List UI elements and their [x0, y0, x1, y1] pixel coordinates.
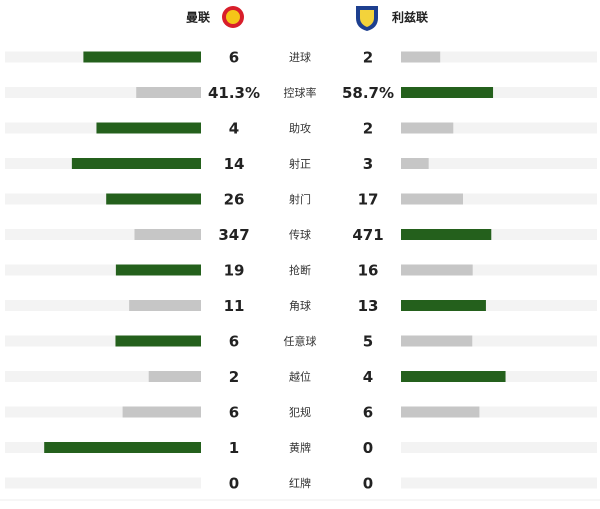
away-value: 0 — [363, 475, 373, 493]
home-logo — [222, 6, 244, 28]
away-bar — [401, 406, 480, 418]
away-value: 13 — [358, 297, 379, 315]
stat-name: 红牌 — [289, 476, 311, 490]
track — [401, 229, 597, 240]
away-value: 17 — [358, 191, 379, 209]
away-value: 471 — [352, 226, 383, 244]
away-value: 16 — [358, 262, 379, 280]
away-value: 3 — [363, 155, 373, 173]
home-value: 41.3% — [208, 84, 260, 102]
home-value: 19 — [224, 262, 245, 280]
track — [401, 87, 597, 98]
away-value: 2 — [363, 120, 373, 138]
home-bar — [148, 371, 201, 382]
stat-name: 犯规 — [289, 405, 311, 419]
track — [5, 229, 201, 240]
stat-name: 黄牌 — [289, 441, 311, 455]
track — [5, 477, 201, 489]
stat-name: 进球 — [289, 50, 311, 64]
track — [401, 158, 597, 169]
track — [5, 193, 201, 205]
home-value: 6 — [229, 404, 239, 422]
away-value: 6 — [363, 404, 373, 422]
stat-name: 越位 — [289, 370, 311, 384]
track — [401, 442, 597, 453]
away-bar — [401, 193, 463, 205]
home-value: 347 — [218, 226, 249, 244]
home-value: 1 — [229, 439, 239, 457]
away-bar — [401, 87, 494, 98]
home-bar — [115, 335, 201, 347]
stat-name: 助攻 — [289, 121, 311, 135]
home-bar — [115, 264, 201, 276]
stat-name: 任意球 — [284, 334, 317, 348]
away-value: 2 — [363, 49, 373, 67]
track — [401, 477, 597, 489]
home-value: 0 — [229, 475, 239, 493]
home-bar — [44, 442, 202, 453]
track — [401, 51, 597, 63]
track — [401, 193, 597, 205]
home-value: 2 — [229, 368, 239, 386]
away-bar — [401, 122, 454, 134]
stat-name: 抢断 — [289, 263, 311, 277]
away-bar — [401, 371, 506, 382]
away-team: 利兹联 — [392, 10, 428, 25]
stat-name: 射正 — [289, 157, 311, 171]
away-logo — [356, 6, 378, 31]
home-bar — [83, 51, 201, 63]
away-value: 0 — [363, 439, 373, 457]
home-value: 6 — [229, 333, 239, 351]
stat-name: 角球 — [289, 299, 311, 313]
track — [401, 122, 597, 134]
home-bar — [106, 193, 201, 205]
stat-name: 射门 — [289, 192, 311, 206]
home-bar — [129, 300, 201, 311]
away-value: 5 — [363, 333, 373, 351]
home-value: 6 — [229, 49, 239, 67]
stat-name: 传球 — [289, 228, 311, 242]
home-value: 14 — [224, 155, 245, 173]
home-value: 26 — [224, 191, 245, 209]
away-value: 4 — [363, 368, 373, 386]
home-value: 11 — [224, 297, 245, 315]
track — [5, 87, 201, 98]
away-bar — [401, 300, 486, 311]
track — [5, 335, 201, 347]
away-bar — [401, 264, 473, 276]
away-bar — [401, 51, 441, 63]
track — [401, 335, 597, 347]
home-bar — [71, 158, 201, 169]
track — [401, 264, 597, 276]
away-bar — [401, 335, 473, 347]
home-bar — [122, 406, 201, 418]
stat-name: 控球率 — [284, 86, 317, 100]
away-bar — [401, 158, 429, 169]
away-value: 58.7% — [342, 84, 394, 102]
home-bar — [136, 87, 201, 98]
track — [5, 264, 201, 276]
away-bar — [401, 229, 492, 240]
home-bar — [96, 122, 201, 134]
home-team: 曼联 — [186, 11, 210, 25]
track — [401, 300, 597, 311]
track — [5, 300, 201, 311]
track — [401, 406, 597, 418]
track — [5, 371, 201, 382]
home-bar — [134, 229, 201, 240]
track — [5, 406, 201, 418]
home-value: 4 — [229, 120, 239, 138]
